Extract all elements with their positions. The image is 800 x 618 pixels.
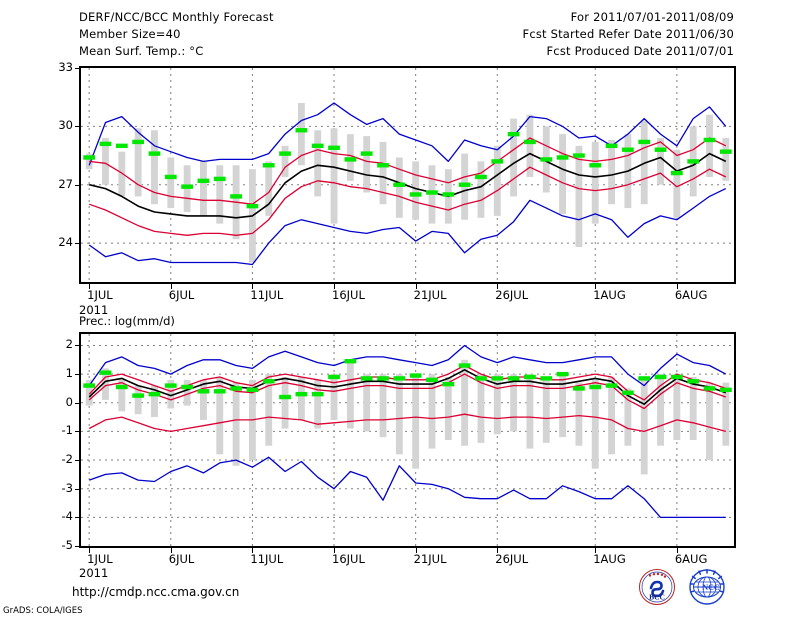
y-tick-mark [75,402,81,404]
y-tick-label: 2 [65,337,73,352]
x-tick-label: 11JUL [250,552,284,566]
y-tick-mark [75,374,81,376]
y-tick-label: 24 [58,235,73,250]
x-tick-label: 1JUL [87,552,113,566]
y-tick-mark [75,184,81,186]
x-tick-label: 6AUG [674,288,708,302]
x-tick-label: 21JUL [413,552,447,566]
precipitation-plot-panel [79,332,736,548]
chart-title: DERF/NCC/BCC Monthly Forecast [79,10,274,24]
x-tick-mark [170,284,172,289]
y-tick-mark [75,488,81,490]
logo-group: BCC NCC [638,568,742,606]
x-tick-mark [89,548,91,553]
forecast-start-date-label: Fcst Started Refer Date 2011/06/30 [522,27,734,41]
x-tick-label: 11JUL [250,288,284,302]
cmdp-website-url[interactable]: http://cmdp.ncc.cma.gov.cn [72,585,240,599]
x-tick-label: 1AUG [593,288,626,302]
x-tick-label: 16JUL [332,552,365,566]
x-tick-label: 6JUL [168,288,195,302]
x-tick-mark [334,284,336,289]
x-tick-mark [170,548,172,553]
forecast-produced-date-label: Fcst Produced Date 2011/07/01 [546,44,734,58]
x-tick-mark [415,284,417,289]
y-tick-label: -5 [61,538,73,552]
svg-text:BCC: BCC [649,593,665,602]
y-tick-label: -1 [61,423,73,438]
precipitation-axis-label: Prec.: log(mm/d) [79,314,175,328]
ncc-logo: NCC [688,568,726,606]
y-tick-mark [75,431,81,433]
x-tick-mark [497,284,499,289]
y-tick-label: 1 [65,366,73,381]
y-tick-mark [75,243,81,245]
x-tick-mark [89,284,91,289]
y-tick-mark [75,68,81,69]
x-tick-mark [334,548,336,553]
y-tick-mark [75,517,81,519]
x-tick-mark [415,548,417,553]
precipitation-plot-svg [81,334,734,546]
temperature-year-label: 2011 [79,303,109,317]
grads-attribution: GrADS: COLA/IGES [3,606,83,616]
precipitation-year-label: 2011 [79,566,109,580]
y-tick-mark [75,460,81,462]
x-tick-mark [252,548,254,553]
y-tick-label: 27 [58,176,73,191]
y-tick-label: 33 [58,60,73,74]
temperature-plot-svg [81,68,734,282]
y-tick-mark [75,126,81,128]
x-tick-mark [595,548,597,553]
temperature-units-label: Mean Surf. Temp.: °C [79,44,204,58]
y-tick-label: 30 [58,118,73,133]
y-tick-label: -2 [61,452,73,467]
x-tick-label: 26JUL [495,288,529,302]
x-tick-mark [595,284,597,289]
x-tick-label: 1JUL [87,288,113,302]
x-tick-mark [252,284,254,289]
forecast-period-label: For 2011/07/01-2011/08/09 [570,10,734,24]
x-tick-label: 1AUG [593,552,626,566]
x-tick-label: 6AUG [674,552,708,566]
y-tick-label: -3 [61,480,73,495]
x-tick-label: 6JUL [168,552,195,566]
x-tick-mark [497,548,499,553]
y-tick-mark [75,546,81,547]
y-tick-mark [75,345,81,347]
y-tick-label: 0 [65,394,73,409]
x-tick-label: 21JUL [413,288,447,302]
x-tick-mark [676,284,678,289]
y-tick-label: -4 [61,509,73,524]
x-tick-mark [676,548,678,553]
member-size-label: Member Size=40 [79,27,181,41]
svg-text:NCC: NCC [702,583,720,592]
x-tick-label: 16JUL [332,288,365,302]
bcc-logo: BCC [638,568,676,606]
temperature-plot-panel [79,66,736,284]
x-tick-label: 26JUL [495,552,529,566]
